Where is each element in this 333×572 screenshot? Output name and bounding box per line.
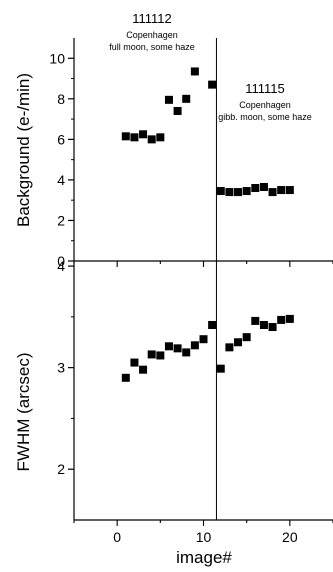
bottom-panel: 2 3 4 0 10 20 FWHM (arcsec) image# [14,258,333,567]
bot-data-point [242,333,251,342]
top-data-point [190,67,199,76]
top-data-point [121,132,130,141]
top-data-point [156,133,165,142]
annotation-2-line-3: gibb. moon, some haze [218,112,312,122]
top-y-tick-label-2: 4 [57,172,65,188]
bot-data-point [190,341,199,350]
top-data-point [225,188,234,197]
top-y-tick-label-0: 0 [57,253,65,269]
bot-data-point [164,342,173,351]
bot-data-point [121,373,130,382]
top-data-point [242,187,251,196]
bot-y-tick-label-1: 3 [57,360,65,376]
bot-data-point [251,316,260,325]
annotation-2-line-1: 111115 [245,81,285,96]
bot-y-tick-label-2: 4 [57,258,65,274]
top-data-point [173,106,182,115]
bot-data-point [182,348,191,357]
top-y-tick-label-3: 6 [57,131,65,147]
top-y-tick-label-1: 2 [57,212,65,228]
top-data-point [147,135,156,144]
top-data-point [268,188,277,197]
top-y-tick-label-4: 8 [57,91,65,107]
bot-x-tick-label-1: 10 [196,529,212,545]
top-data-point [130,133,139,142]
top-y-tick-label-5: 10 [49,50,65,66]
bot-data-point [208,320,217,329]
top-panel: 0 2 4 6 8 10 111112 Copenhagen full moon, som… [14,11,333,269]
top-data-point [208,80,217,89]
top-data-point [234,188,243,197]
bot-data-point [277,315,286,324]
bot-data-point [285,314,294,323]
bot-data-point [234,338,243,347]
bot-x-tick-label-2: 20 [282,529,298,545]
bot-y-tick-label-0: 2 [57,461,65,477]
bot-x-tick-label-0: 0 [113,529,121,545]
bot-data-point [173,344,182,353]
annotation-1-line-1: 111112 [132,11,172,26]
bot-data-point [268,323,277,332]
bottom-x-ticks: 0 10 20 [73,520,333,545]
annotation-2-line-2: Copenhagen [239,100,291,110]
top-data-point [251,184,260,193]
bot-data-point [156,351,165,360]
top-data-point [277,186,286,195]
bot-data-point [139,365,148,374]
top-y-ticks: 0 2 4 6 8 10 [49,50,74,269]
top-y-axis-title: Background (e-/min) [14,73,33,227]
bot-data-point [147,350,156,359]
top-data-point [259,183,268,192]
bottom-data-points [121,314,294,382]
bot-data-point [199,335,208,344]
bot-data-point [216,364,225,373]
annotation-1-line-2: Copenhagen [126,30,178,40]
top-data-point [216,187,225,196]
top-x-ticks [73,261,333,267]
annotation-1-line-3: full moon, some haze [109,42,195,52]
bot-data-point [130,358,139,367]
bot-data-point [259,320,268,329]
x-axis-title: image# [176,548,232,567]
top-data-point [139,130,148,139]
bottom-y-ticks: 2 3 4 [57,258,74,477]
bot-data-point [225,343,234,352]
top-data-point [164,95,173,104]
top-data-points [121,67,294,197]
top-data-point [182,94,191,103]
top-data-point [285,186,294,195]
bottom-y-axis-title: FWHM (arcsec) [14,353,33,472]
